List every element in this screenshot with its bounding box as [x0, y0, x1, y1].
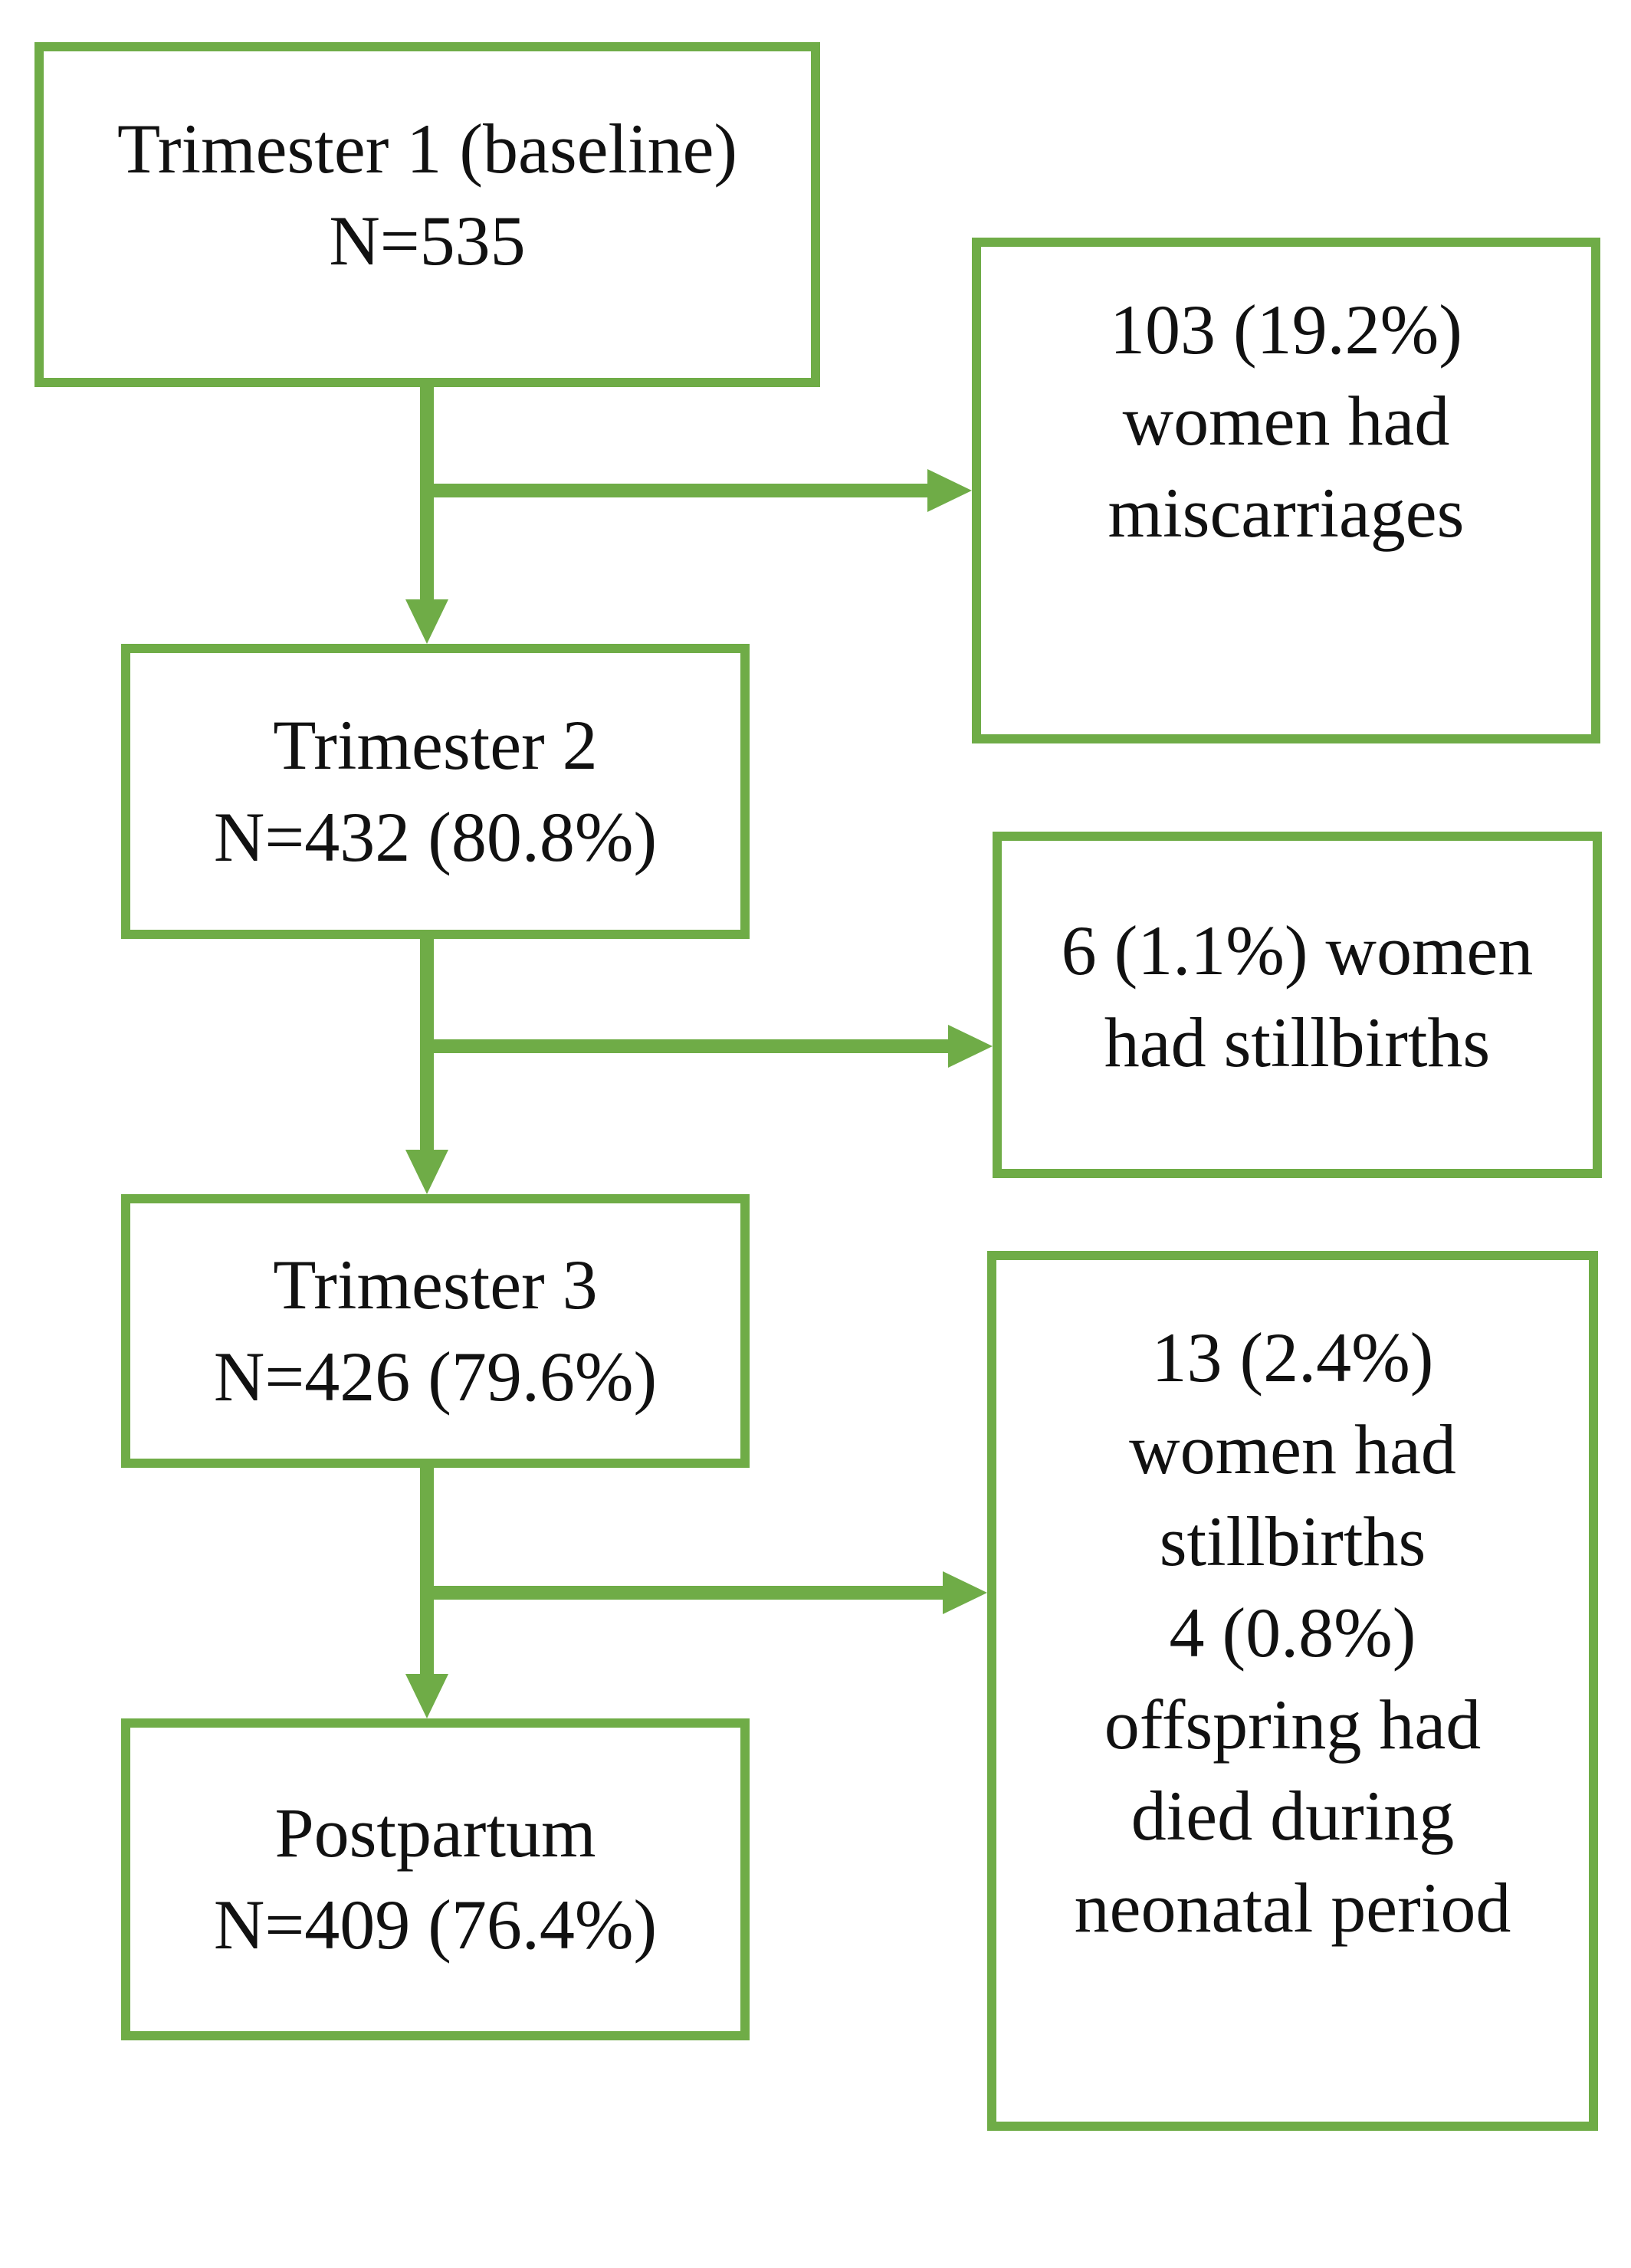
box-outcomes-t3-line: 4 (0.8%): [1169, 1594, 1416, 1672]
right-arrow-to-miscarriages-head: [927, 469, 972, 512]
down-arrow-t3-to-postpartum-shaft: [420, 1462, 434, 1676]
box-outcomes-t3-line: neonatal period: [1074, 1868, 1511, 1947]
box-miscarriages-line: 103 (19.2%): [1110, 290, 1462, 369]
box-outcomes-t3: 13 (2.4%) women had stillbirths 4 (0.8%)…: [987, 1251, 1598, 2131]
box-postpartum-n: N=409 (76.4%): [213, 1886, 658, 1964]
box-trimester-3-title: Trimester 3: [273, 1245, 598, 1324]
box-miscarriages-line: women had: [1122, 382, 1450, 461]
box-outcomes-t3-line: stillbirths: [1159, 1502, 1426, 1580]
box-stillbirths-t2: 6 (1.1%) women had stillbirths: [993, 832, 1602, 1178]
box-postpartum-title: Postpartum: [274, 1794, 596, 1872]
down-arrow-t1-to-t2-head: [405, 599, 448, 644]
box-miscarriages-line: miscarriages: [1108, 473, 1465, 552]
box-outcomes-t3-line: women had: [1129, 1410, 1456, 1489]
down-arrow-t3-to-postpartum-head: [405, 1674, 448, 1718]
right-arrow-to-stillbirths-head: [948, 1025, 993, 1068]
box-outcomes-t3-line: offspring had: [1104, 1685, 1482, 1764]
box-stillbirths-t2-line: had stillbirths: [1104, 1003, 1491, 1081]
box-outcomes-t3-line: died during: [1131, 1777, 1455, 1856]
box-trimester-1: Trimester 1 (baseline) N=535: [34, 42, 820, 387]
box-trimester-3: Trimester 3 N=426 (79.6%): [121, 1194, 750, 1468]
box-postpartum: Postpartum N=409 (76.4%): [121, 1718, 750, 2040]
box-trimester-1-n: N=535: [329, 202, 526, 280]
box-miscarriages: 103 (19.2%) women had miscarriages: [972, 238, 1600, 743]
box-stillbirths-t2-line: 6 (1.1%) women: [1061, 911, 1534, 990]
down-arrow-t2-to-t3-head: [405, 1150, 448, 1194]
box-trimester-2: Trimester 2 N=432 (80.8%): [121, 644, 750, 939]
box-trimester-2-n: N=432 (80.8%): [213, 797, 658, 876]
box-trimester-1-title: Trimester 1 (baseline): [116, 110, 738, 189]
box-outcomes-t3-line: 13 (2.4%): [1151, 1318, 1434, 1397]
right-arrow-to-outcomes-shaft: [427, 1586, 943, 1600]
right-arrow-to-stillbirths-shaft: [427, 1039, 948, 1053]
right-arrow-to-miscarriages-shaft: [427, 484, 927, 497]
right-arrow-to-outcomes-head: [943, 1571, 987, 1614]
box-trimester-2-title: Trimester 2: [273, 705, 598, 784]
box-trimester-3-n: N=426 (79.6%): [213, 1337, 658, 1416]
